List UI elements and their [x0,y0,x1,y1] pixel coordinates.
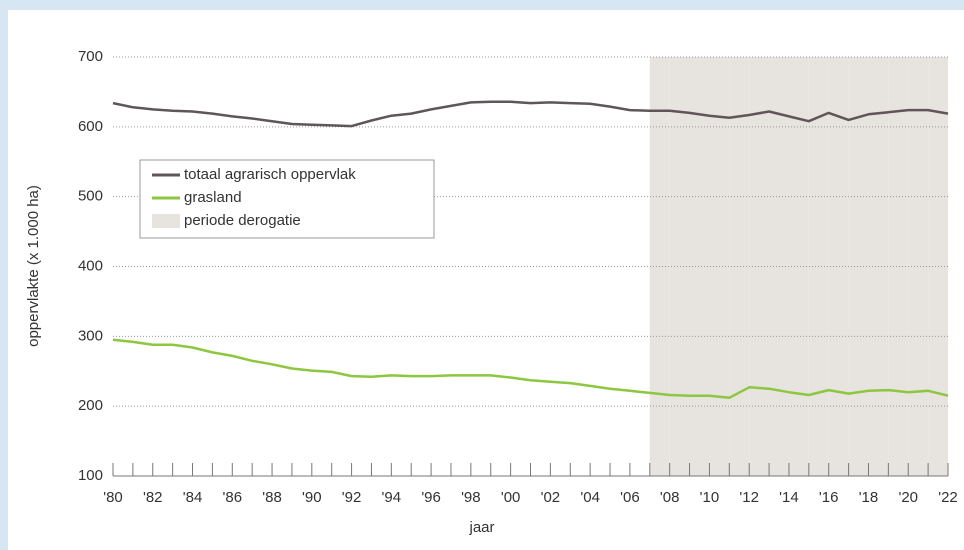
x-tick-label: '18 [859,489,879,506]
x-tick-label: '16 [819,489,839,506]
x-tick-label: '96 [421,489,441,506]
derogation-band [908,57,929,476]
y-tick-label: 100 [78,467,103,484]
derogation-band [888,57,909,476]
derogation-band [729,57,750,476]
derogation-band [828,57,849,476]
x-tick-label: '82 [143,489,163,506]
x-tick-label: '94 [382,489,402,506]
series-line [112,100,949,128]
y-axis-label: oppervlakte (x 1.000 ha) [25,185,42,347]
y-tick-label: 600 [78,118,103,135]
x-tick-label: '10 [700,489,720,506]
y-tick-label: 200 [78,397,103,414]
y-tick-label: 300 [78,327,103,344]
legend-swatch [152,214,180,228]
x-tick-label: '80 [103,489,123,506]
y-tick-label: 400 [78,257,103,274]
x-tick-label: '12 [739,489,759,506]
x-tick-label: '88 [262,489,282,506]
legend-label: periode derogatie [184,212,301,229]
x-tick-label: '06 [620,489,640,506]
x-tick-label: '92 [342,489,362,506]
x-tick-label: '22 [938,489,958,506]
x-tick-label: '20 [898,489,918,506]
x-tick-label: '98 [461,489,481,506]
derogation-band [788,57,809,476]
x-tick-label: '14 [779,489,799,506]
x-tick-label: '90 [302,489,322,506]
x-tick-label: '02 [541,489,561,506]
derogation-band [669,57,690,476]
legend-label: totaal agrarisch oppervlak [184,166,356,183]
x-tick-label: '84 [183,489,203,506]
derogation-band [749,57,770,476]
y-tick-label: 500 [78,188,103,205]
x-tick-label: '00 [501,489,521,506]
series-line [112,338,949,400]
x-tick-label: '04 [580,489,600,506]
derogation-band [848,57,869,476]
y-tick-label: 700 [78,48,103,65]
x-tick-label: '08 [660,489,680,506]
x-axis-label: jaar [468,519,494,536]
legend-label: grasland [184,189,242,206]
legend-box [139,159,435,239]
derogation-band [689,57,710,476]
x-tick-label: '86 [223,489,243,506]
